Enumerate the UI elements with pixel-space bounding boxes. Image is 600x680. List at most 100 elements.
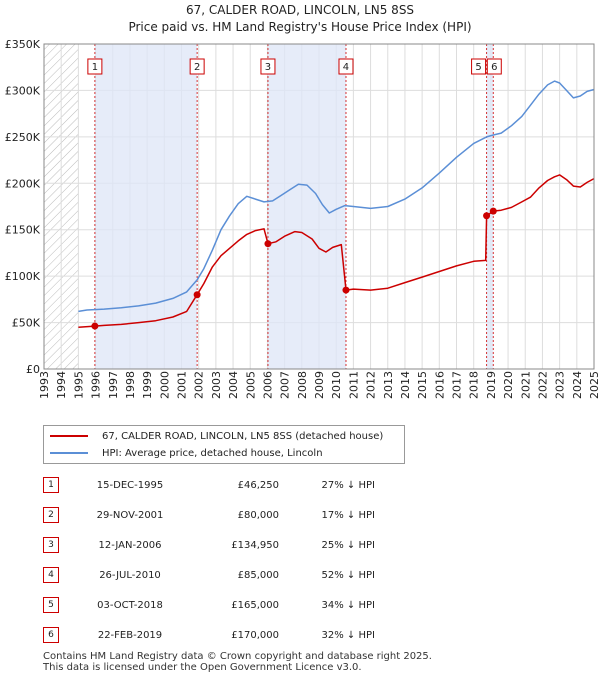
transaction-marker-label: 2: [189, 58, 205, 75]
marker-number: 5: [475, 62, 481, 73]
x-tick-label: 1998: [124, 371, 137, 399]
y-tick-label: £0: [26, 363, 40, 376]
footer-attribution: Contains HM Land Registry data © Crown c…: [43, 651, 432, 673]
marker-box: [338, 58, 354, 75]
legend-swatch-property: [50, 435, 88, 437]
x-tick-label: 2017: [451, 371, 464, 399]
x-tick-label: 2000: [158, 371, 171, 399]
marker-box: [260, 58, 276, 75]
x-tick-label: 2023: [554, 371, 567, 399]
transaction-hpi-diff: 27% ↓ HPI: [321, 479, 375, 491]
y-tick-label: £100K: [5, 270, 41, 283]
x-tick-label: 2002: [193, 371, 206, 399]
transaction-hpi-diff: 25% ↓ HPI: [321, 539, 375, 551]
x-tick-label: 1997: [107, 371, 120, 399]
legend-item-hpi: HPI: Average price, detached house, Linc…: [50, 445, 323, 461]
marker-number: 6: [491, 62, 497, 73]
y-tick-label: £250K: [5, 131, 41, 144]
marker-box: [87, 58, 103, 75]
x-tick-label: 2016: [433, 371, 446, 399]
transaction-marker-label: 5: [471, 58, 487, 75]
x-tick-label: 1995: [72, 371, 85, 399]
transaction-price: £85,000: [237, 569, 279, 581]
x-tick-label: 1993: [38, 371, 51, 399]
x-tick-label: 2020: [502, 371, 515, 399]
x-tick-label: 2024: [571, 371, 584, 399]
transaction-hpi-diff: 34% ↓ HPI: [321, 599, 375, 611]
x-tick-label: 2008: [296, 371, 309, 399]
chart-subtitle: Price paid vs. HM Land Registry's House …: [128, 20, 472, 34]
transaction-hpi-diff: 52% ↓ HPI: [321, 569, 375, 581]
legend-swatch-hpi: [50, 452, 88, 454]
marker-number: 4: [343, 62, 349, 73]
x-tick-label: 2012: [365, 371, 378, 399]
transaction-marker-label: 3: [260, 58, 276, 75]
marker-number: 2: [194, 62, 200, 73]
x-tick-label: 2010: [330, 371, 343, 399]
table-row: 6 22-FEB-2019 £170,000 32% ↓ HPI: [43, 620, 375, 650]
marker-box: [189, 58, 205, 75]
y-tick-label: £50K: [12, 317, 41, 330]
table-row: 1 15-DEC-1995 £46,250 27% ↓ HPI: [43, 470, 375, 500]
x-tick-label: 2009: [313, 371, 326, 399]
x-tick-label: 2005: [244, 371, 257, 399]
plot-frame: [43, 43, 595, 370]
transaction-number-badge: 1: [43, 477, 59, 493]
transaction-date: 03-OCT-2018: [97, 599, 163, 611]
x-tick-label: 2025: [588, 371, 600, 399]
transaction-point: [483, 212, 491, 220]
hpi-line: [78, 80, 595, 313]
transaction-point: [193, 291, 201, 299]
x-tick-label: 2021: [519, 371, 532, 399]
x-tick-label: 1994: [55, 371, 68, 399]
transaction-price: £170,000: [231, 629, 279, 641]
ownership-period-shade: [486, 44, 494, 369]
footer-copyright: Contains HM Land Registry data © Crown c…: [43, 651, 432, 662]
table-row: 4 26-JUL-2010 £85,000 52% ↓ HPI: [43, 560, 375, 590]
property-price-line: [78, 174, 595, 328]
transaction-marker-label: 6: [486, 58, 502, 75]
transaction-point: [489, 207, 497, 215]
x-tick-label: 2014: [399, 371, 412, 399]
transaction-point: [264, 240, 272, 248]
table-row: 3 12-JAN-2006 £134,950 25% ↓ HPI: [43, 530, 375, 560]
x-tick-label: 2018: [468, 371, 481, 399]
transaction-number-badge: 3: [43, 537, 59, 553]
transaction-price: £46,250: [237, 479, 279, 491]
transaction-marker-label: 1: [87, 58, 103, 75]
x-tick-label: 1999: [141, 371, 154, 399]
transaction-number-badge: 4: [43, 567, 59, 583]
transactions-table: 1 15-DEC-1995 £46,250 27% ↓ HPI 2 29-NOV…: [43, 470, 375, 650]
legend-label-property: 67, CALDER ROAD, LINCOLN, LN5 8SS (detac…: [102, 430, 384, 442]
x-tick-label: 2019: [485, 371, 498, 399]
marker-number: 1: [92, 62, 98, 73]
transaction-price: £134,950: [231, 539, 279, 551]
x-tick-label: 2015: [416, 371, 429, 399]
chart-title: 67, CALDER ROAD, LINCOLN, LN5 8SS: [185, 3, 415, 17]
ownership-period-shade: [94, 44, 198, 369]
chart-legend: 67, CALDER ROAD, LINCOLN, LN5 8SS (detac…: [43, 425, 405, 464]
x-tick-label: 2013: [382, 371, 395, 399]
transaction-date: 26-JUL-2010: [99, 569, 161, 581]
table-row: 5 03-OCT-2018 £165,000 34% ↓ HPI: [43, 590, 375, 620]
marker-box: [486, 58, 502, 75]
transaction-hpi-diff: 17% ↓ HPI: [321, 509, 375, 521]
transaction-date: 12-JAN-2006: [98, 539, 162, 551]
marker-number: 3: [265, 62, 271, 73]
x-tick-label: 2003: [210, 371, 223, 399]
transaction-price: £165,000: [231, 599, 279, 611]
x-tick-label: 2001: [176, 371, 189, 399]
transaction-hpi-diff: 32% ↓ HPI: [321, 629, 375, 641]
table-row: 2 29-NOV-2001 £80,000 17% ↓ HPI: [43, 500, 375, 530]
x-tick-label: 2007: [279, 371, 292, 399]
y-tick-label: £150K: [5, 224, 41, 237]
legend-label-hpi: HPI: Average price, detached house, Linc…: [102, 447, 323, 459]
y-tick-label: £300K: [5, 84, 41, 97]
transaction-date: 29-NOV-2001: [96, 509, 164, 521]
transaction-point: [91, 322, 99, 330]
marker-box: [471, 58, 487, 75]
y-tick-label: £350K: [5, 38, 41, 51]
x-tick-label: 2006: [261, 371, 274, 399]
x-tick-label: 2022: [536, 371, 549, 399]
